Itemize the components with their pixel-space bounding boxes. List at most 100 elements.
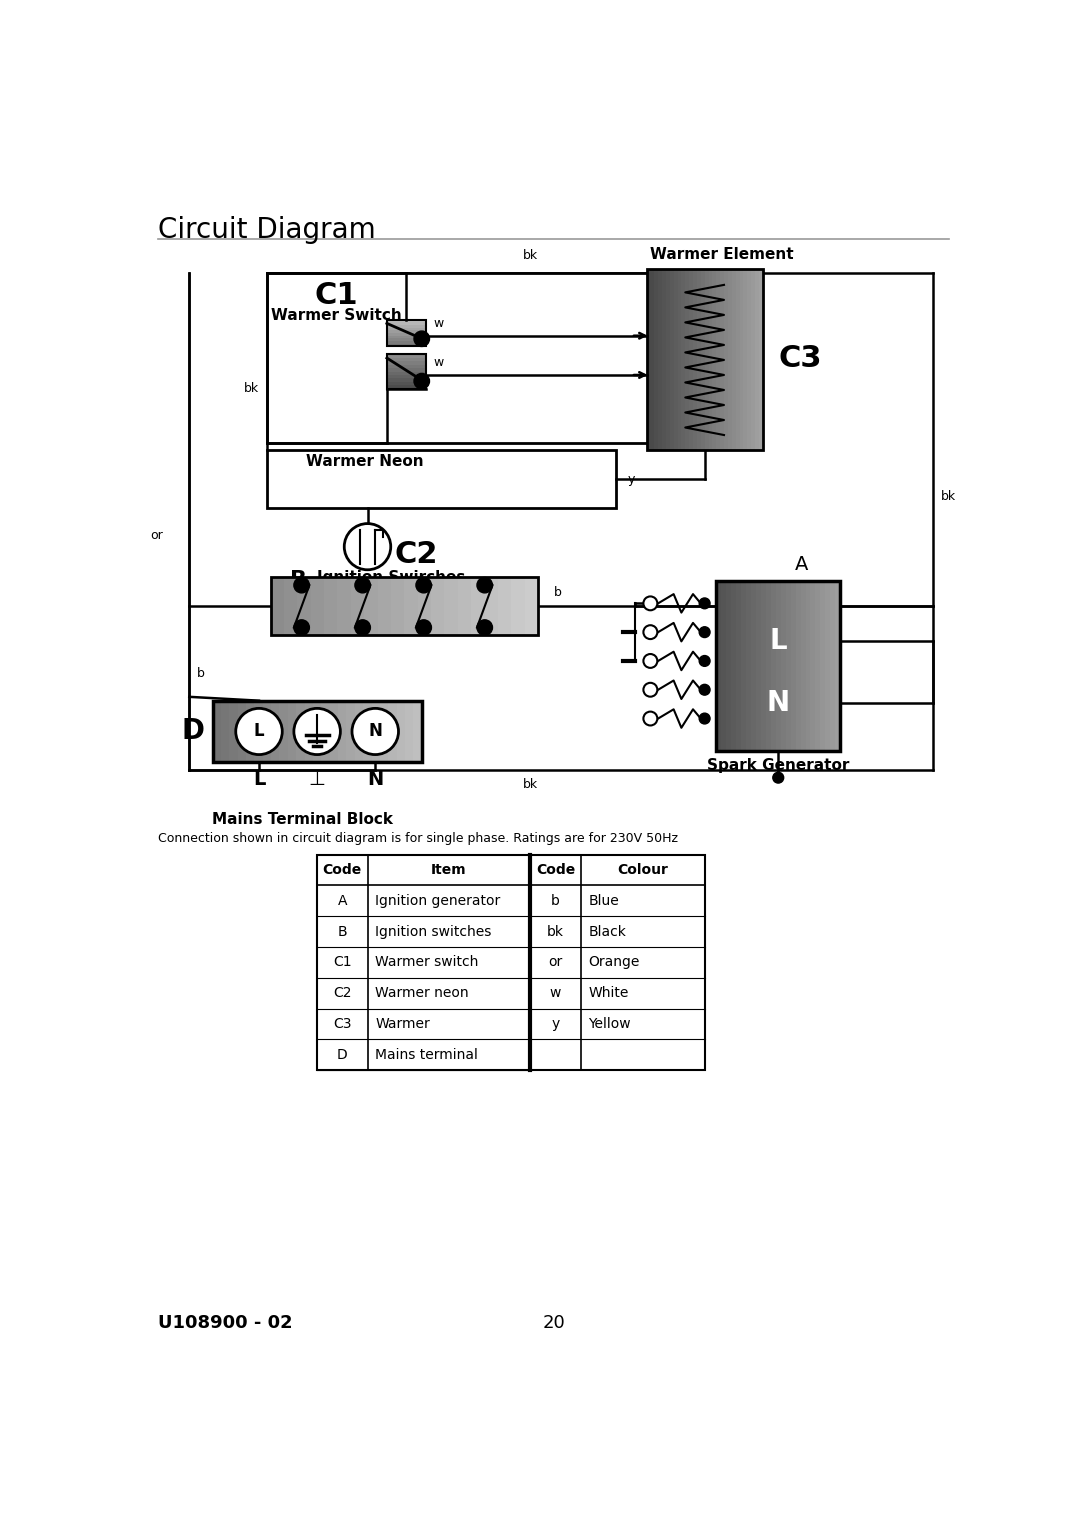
Bar <box>743 269 747 450</box>
Bar <box>689 269 693 450</box>
Bar <box>378 577 391 635</box>
Bar <box>387 354 426 357</box>
Bar <box>322 701 329 762</box>
Bar <box>355 701 363 762</box>
Bar <box>238 701 246 762</box>
Text: U108900 - 02: U108900 - 02 <box>159 1315 293 1332</box>
Bar <box>781 582 785 751</box>
Bar <box>815 582 821 751</box>
Text: Orange: Orange <box>589 956 639 970</box>
Bar <box>511 577 525 635</box>
Bar <box>389 701 396 762</box>
Circle shape <box>416 620 431 635</box>
Bar <box>387 371 426 376</box>
Bar <box>701 269 704 450</box>
Bar <box>735 269 740 450</box>
Text: Item: Item <box>431 863 467 876</box>
Text: C2: C2 <box>333 986 352 1000</box>
Text: Spark Generator: Spark Generator <box>707 759 850 774</box>
Bar <box>284 577 297 635</box>
Bar <box>650 269 654 450</box>
Bar <box>658 269 662 450</box>
Circle shape <box>699 684 710 695</box>
Bar <box>766 582 771 751</box>
Bar <box>414 701 422 762</box>
Bar <box>347 701 355 762</box>
Bar <box>647 269 762 450</box>
Bar <box>318 855 704 1070</box>
Bar <box>246 701 255 762</box>
Text: Warmer: Warmer <box>375 1017 430 1031</box>
Bar <box>785 582 791 751</box>
Circle shape <box>235 709 282 754</box>
Bar <box>825 582 831 751</box>
Bar <box>329 701 338 762</box>
Bar <box>213 701 221 762</box>
Bar <box>387 328 426 330</box>
Circle shape <box>294 709 340 754</box>
Text: C1: C1 <box>333 956 352 970</box>
Bar <box>806 582 810 751</box>
Bar <box>741 582 746 751</box>
Circle shape <box>352 709 399 754</box>
Text: Warmer Switch: Warmer Switch <box>271 308 402 324</box>
Bar <box>387 339 426 341</box>
Circle shape <box>294 620 309 635</box>
Bar <box>751 582 756 751</box>
Bar <box>720 269 724 450</box>
Bar <box>387 365 426 368</box>
Text: N: N <box>367 770 383 789</box>
Text: D: D <box>181 718 204 745</box>
Circle shape <box>699 713 710 724</box>
Text: 20: 20 <box>542 1315 565 1332</box>
Bar <box>471 577 485 635</box>
Bar <box>387 319 426 322</box>
Bar <box>796 582 800 751</box>
Bar <box>404 577 418 635</box>
Bar <box>387 322 426 325</box>
Bar <box>364 577 378 635</box>
Bar <box>267 273 732 443</box>
Circle shape <box>644 683 658 696</box>
Bar <box>387 385 426 389</box>
Text: L: L <box>769 626 787 655</box>
Text: Ignition switches: Ignition switches <box>375 925 491 939</box>
Text: Code: Code <box>536 863 575 876</box>
Bar <box>418 577 431 635</box>
Bar <box>681 269 685 450</box>
Text: L: L <box>253 770 266 789</box>
Bar <box>677 269 681 450</box>
Bar <box>810 582 815 751</box>
Bar <box>387 379 426 382</box>
Bar <box>405 701 414 762</box>
Bar <box>756 582 761 751</box>
Circle shape <box>477 620 492 635</box>
Text: bk: bk <box>523 777 538 791</box>
Circle shape <box>644 625 658 640</box>
Text: B: B <box>291 570 307 589</box>
Circle shape <box>355 620 370 635</box>
Text: Mains Terminal Block: Mains Terminal Block <box>213 812 393 828</box>
Bar <box>647 269 650 450</box>
Text: b: b <box>197 667 205 680</box>
Text: Connection shown in circuit diagram is for single phase. Ratings are for 230V 50: Connection shown in circuit diagram is f… <box>159 832 678 844</box>
Text: w: w <box>550 986 562 1000</box>
Circle shape <box>699 655 710 666</box>
Bar <box>662 269 666 450</box>
Bar <box>800 582 806 751</box>
Circle shape <box>477 577 492 592</box>
Bar <box>721 582 726 751</box>
Bar <box>387 382 426 385</box>
Text: Yellow: Yellow <box>589 1017 631 1031</box>
Text: Blue: Blue <box>589 893 619 909</box>
Bar <box>271 577 284 635</box>
Text: Warmer Neon: Warmer Neon <box>306 454 423 469</box>
Bar <box>755 269 759 450</box>
Text: y: y <box>551 1017 559 1031</box>
Bar <box>267 450 616 508</box>
Bar <box>704 269 708 450</box>
Text: L: L <box>254 722 265 741</box>
Bar <box>835 582 840 751</box>
Bar <box>716 582 840 751</box>
Text: N: N <box>767 689 789 718</box>
